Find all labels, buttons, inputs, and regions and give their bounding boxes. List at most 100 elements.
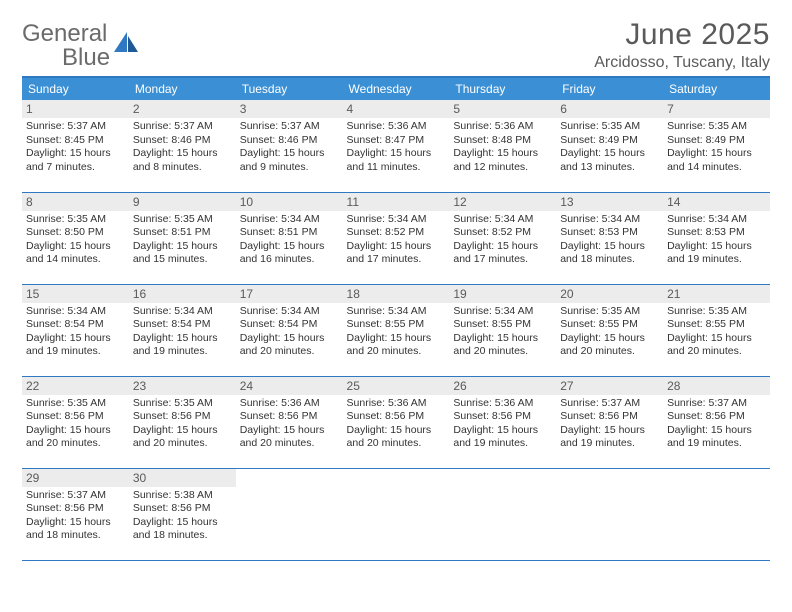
weekday-friday: Friday (556, 78, 663, 100)
day-number: 29 (22, 469, 129, 487)
day-number: 8 (22, 193, 129, 211)
weekday-thursday: Thursday (449, 78, 556, 100)
day-cell: 21Sunrise: 5:35 AMSunset: 8:55 PMDayligh… (663, 284, 770, 376)
day-info: Sunrise: 5:35 AMSunset: 8:55 PMDaylight:… (667, 305, 766, 360)
day-info: Sunrise: 5:35 AMSunset: 8:56 PMDaylight:… (26, 397, 125, 452)
day-info: Sunrise: 5:35 AMSunset: 8:55 PMDaylight:… (560, 305, 659, 360)
empty-cell (343, 468, 450, 560)
day-info: Sunrise: 5:35 AMSunset: 8:49 PMDaylight:… (560, 120, 659, 175)
day-cell: 28 Sunrise: 5:37 AMSunset: 8:56 PMDayligh… (663, 376, 770, 468)
day-info: Sunrise: 5:37 AMSunset: 8:45 PMDaylight:… (26, 120, 125, 175)
day-number: 12 (449, 193, 556, 211)
day-cell: 1 Sunrise: 5:37 AMSunset: 8:45 PMDaylight… (22, 100, 129, 192)
empty-cell (449, 468, 556, 560)
day-info: Sunrise: 5:34 AMSunset: 8:52 PMDaylight:… (453, 213, 552, 268)
day-info: Sunrise: 5:34 AMSunset: 8:53 PMDaylight:… (667, 213, 766, 268)
day-info: Sunrise: 5:35 AMSunset: 8:56 PMDaylight:… (133, 397, 232, 452)
day-number: 15 (22, 285, 129, 303)
day-info: Sunrise: 5:34 AMSunset: 8:54 PMDaylight:… (133, 305, 232, 360)
day-cell: 26 Sunrise: 5:36 AMSunset: 8:56 PMDayligh… (449, 376, 556, 468)
day-cell: 27Sunrise: 5:37 AMSunset: 8:56 PMDayligh… (556, 376, 663, 468)
day-cell: 10 Sunrise: 5:34 AMSunset: 8:51 PMDayligh… (236, 192, 343, 284)
weekday-saturday: Saturday (663, 78, 770, 100)
day-cell: 24Sunrise: 5:36 AMSunset: 8:56 PMDayligh… (236, 376, 343, 468)
day-number: 20 (556, 285, 663, 303)
day-number: 23 (129, 377, 236, 395)
day-number: 30 (129, 469, 236, 487)
day-info: Sunrise: 5:34 AMSunset: 8:54 PMDaylight:… (26, 305, 125, 360)
day-number: 5 (449, 100, 556, 118)
day-cell: 4 Sunrise: 5:36 AMSunset: 8:47 PMDaylight… (343, 100, 450, 192)
day-info: Sunrise: 5:37 AMSunset: 8:46 PMDaylight:… (240, 120, 339, 175)
empty-cell (663, 468, 770, 560)
day-cell: 23 Sunrise: 5:35 AMSunset: 8:56 PMDayligh… (129, 376, 236, 468)
day-cell: 12 Sunrise: 5:34 AMSunset: 8:52 PMDayligh… (449, 192, 556, 284)
calendar-row: 1 Sunrise: 5:37 AMSunset: 8:45 PMDaylight… (22, 100, 770, 192)
weekday-header-row: Sunday Monday Tuesday Wednesday Thursday… (22, 78, 770, 100)
month-title: June 2025 (594, 18, 770, 52)
day-info: Sunrise: 5:34 AMSunset: 8:53 PMDaylight:… (560, 213, 659, 268)
day-info: Sunrise: 5:36 AMSunset: 8:47 PMDaylight:… (347, 120, 446, 175)
day-info: Sunrise: 5:36 AMSunset: 8:48 PMDaylight:… (453, 120, 552, 175)
empty-cell (556, 468, 663, 560)
day-number: 25 (343, 377, 450, 395)
day-number: 28 (663, 377, 770, 395)
day-number: 4 (343, 100, 450, 118)
day-cell: 3 Sunrise: 5:37 AMSunset: 8:46 PMDaylight… (236, 100, 343, 192)
day-info: Sunrise: 5:38 AMSunset: 8:56 PMDaylight:… (133, 489, 232, 544)
calendar-table: Sunday Monday Tuesday Wednesday Thursday… (22, 78, 770, 561)
day-info: Sunrise: 5:37 AMSunset: 8:56 PMDaylight:… (667, 397, 766, 452)
day-info: Sunrise: 5:34 AMSunset: 8:54 PMDaylight:… (240, 305, 339, 360)
day-cell: 14 Sunrise: 5:34 AMSunset: 8:53 PMDayligh… (663, 192, 770, 284)
day-info: Sunrise: 5:36 AMSunset: 8:56 PMDaylight:… (453, 397, 552, 452)
day-number: 19 (449, 285, 556, 303)
logo-text-blue: Blue (62, 44, 110, 71)
calendar-row: 22Sunrise: 5:35 AMSunset: 8:56 PMDayligh… (22, 376, 770, 468)
day-cell: 6 Sunrise: 5:35 AMSunset: 8:49 PMDaylight… (556, 100, 663, 192)
empty-cell (236, 468, 343, 560)
day-cell: 19 Sunrise: 5:34 AMSunset: 8:55 PMDayligh… (449, 284, 556, 376)
day-cell: 13Sunrise: 5:34 AMSunset: 8:53 PMDayligh… (556, 192, 663, 284)
day-number: 24 (236, 377, 343, 395)
day-cell: 17 Sunrise: 5:34 AMSunset: 8:54 PMDayligh… (236, 284, 343, 376)
day-info: Sunrise: 5:35 AMSunset: 8:51 PMDaylight:… (133, 213, 232, 268)
day-info: Sunrise: 5:34 AMSunset: 8:51 PMDaylight:… (240, 213, 339, 268)
day-info: Sunrise: 5:37 AMSunset: 8:56 PMDaylight:… (26, 489, 125, 544)
day-cell: 8 Sunrise: 5:35 AMSunset: 8:50 PMDaylight… (22, 192, 129, 284)
day-cell: 22 Sunrise: 5:35 AMSunset: 8:56 PMDayligh… (22, 376, 129, 468)
day-info: Sunrise: 5:35 AMSunset: 8:50 PMDaylight:… (26, 213, 125, 268)
day-cell: 29 Sunrise: 5:37 AMSunset: 8:56 PMDayligh… (22, 468, 129, 560)
day-info: Sunrise: 5:34 AMSunset: 8:55 PMDaylight:… (453, 305, 552, 360)
weekday-wednesday: Wednesday (343, 78, 450, 100)
day-cell: 11Sunrise: 5:34 AMSunset: 8:52 PMDayligh… (343, 192, 450, 284)
day-number: 1 (22, 100, 129, 118)
weekday-tuesday: Tuesday (236, 78, 343, 100)
day-info: Sunrise: 5:37 AMSunset: 8:46 PMDaylight:… (133, 120, 232, 175)
day-number: 14 (663, 193, 770, 211)
day-cell: 7Sunrise: 5:35 AMSunset: 8:49 PMDaylight… (663, 100, 770, 192)
day-cell: 30 Sunrise: 5:38 AMSunset: 8:56 PMDayligh… (129, 468, 236, 560)
day-number: 2 (129, 100, 236, 118)
day-number: 6 (556, 100, 663, 118)
day-cell: 25 Sunrise: 5:36 AMSunset: 8:56 PMDayligh… (343, 376, 450, 468)
day-number: 7 (663, 100, 770, 118)
day-cell: 20 Sunrise: 5:35 AMSunset: 8:55 PMDayligh… (556, 284, 663, 376)
day-number: 22 (22, 377, 129, 395)
logo: General Blue (22, 22, 140, 70)
day-number: 10 (236, 193, 343, 211)
weekday-sunday: Sunday (22, 78, 129, 100)
day-cell: 9 Sunrise: 5:35 AMSunset: 8:51 PMDaylight… (129, 192, 236, 284)
weekday-monday: Monday (129, 78, 236, 100)
day-info: Sunrise: 5:34 AMSunset: 8:52 PMDaylight:… (347, 213, 446, 268)
day-number: 3 (236, 100, 343, 118)
logo-text-general: General (22, 20, 107, 47)
calendar-row: 29 Sunrise: 5:37 AMSunset: 8:56 PMDayligh… (22, 468, 770, 560)
day-number: 26 (449, 377, 556, 395)
day-number: 17 (236, 285, 343, 303)
day-info: Sunrise: 5:36 AMSunset: 8:56 PMDaylight:… (347, 397, 446, 452)
day-number: 9 (129, 193, 236, 211)
day-cell: 16Sunrise: 5:34 AMSunset: 8:54 PMDayligh… (129, 284, 236, 376)
day-cell: 5 Sunrise: 5:36 AMSunset: 8:48 PMDaylight… (449, 100, 556, 192)
day-info: Sunrise: 5:37 AMSunset: 8:56 PMDaylight:… (560, 397, 659, 452)
day-number: 18 (343, 285, 450, 303)
